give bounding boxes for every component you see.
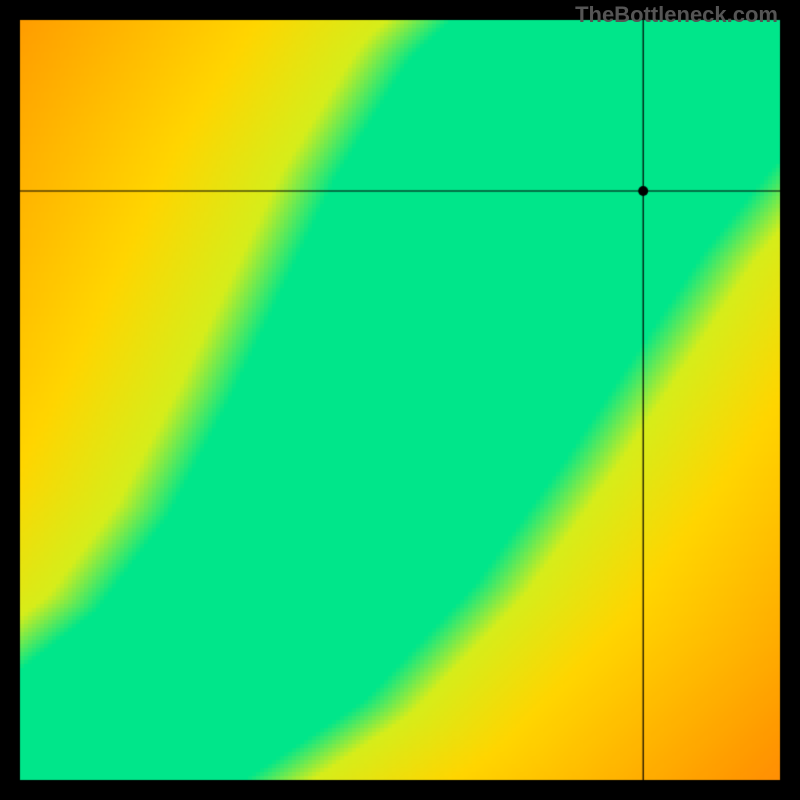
chart-container: TheBottleneck.com <box>0 0 800 800</box>
bottleneck-heatmap-canvas <box>0 0 800 800</box>
watermark-text: TheBottleneck.com <box>575 2 778 28</box>
